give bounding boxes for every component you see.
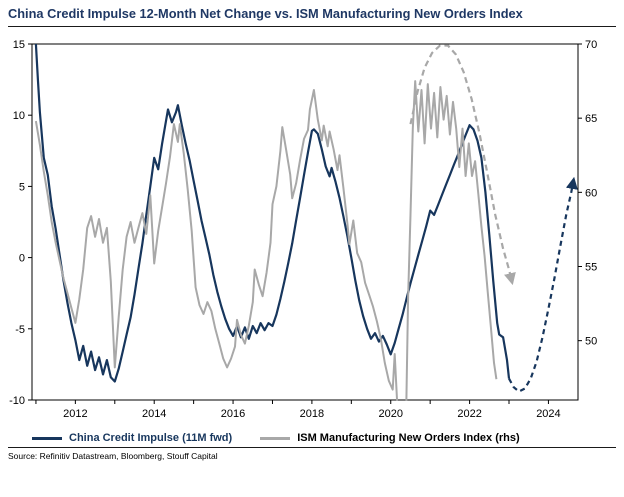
left-axis-tick-label: 15 xyxy=(13,39,25,51)
right-axis-tick-label: 65 xyxy=(585,113,597,125)
plot-frame xyxy=(31,43,579,401)
right-axis-tick-label: 60 xyxy=(585,187,597,199)
china-credit-impulse-projection-dashed xyxy=(508,176,578,393)
legend-item-ism-new-orders: ISM Manufacturing New Orders Index (rhs) xyxy=(260,432,520,444)
ism-projection-arc-dashed xyxy=(409,44,516,286)
x-axis-tick-label: 2018 xyxy=(300,408,324,420)
gray-line-swatch xyxy=(260,436,291,440)
left-axis-tick-label: 0 xyxy=(19,253,25,265)
right-axis-tick-label: 50 xyxy=(585,336,597,348)
x-axis-tick-label: 2020 xyxy=(379,408,403,420)
right-axis-tick-label: 55 xyxy=(585,262,597,274)
left-axis-tick-label: 5 xyxy=(19,181,25,193)
left-axis-tick-label: 10 xyxy=(13,110,25,122)
legend-label-china-credit-impulse: China Credit Impulse (11M fwd) xyxy=(69,432,233,444)
x-axis-tick-label: 2014 xyxy=(142,408,166,420)
source-note: Source: Refinitiv Datastream, Bloomberg,… xyxy=(8,451,218,461)
x-axis-tick-label: 2022 xyxy=(457,408,481,420)
legend-item-china-credit-impulse: China Credit Impulse (11M fwd) xyxy=(32,432,232,444)
left-axis-tick-label: -5 xyxy=(15,324,25,336)
chart-legend: China Credit Impulse (11M fwd) ISM Manuf… xyxy=(32,432,616,444)
legend-label-ism-new-orders: ISM Manufacturing New Orders Index (rhs) xyxy=(297,432,520,444)
chart-title: China Credit Impulse 12-Month Net Change… xyxy=(8,6,523,21)
x-axis-tick-label: 2012 xyxy=(63,408,87,420)
right-axis-tick-label: 70 xyxy=(585,39,597,51)
x-axis-tick-label: 2024 xyxy=(536,408,560,420)
navy-line-swatch xyxy=(32,436,62,440)
left-axis-tick-label: -10 xyxy=(9,395,25,407)
china-credit-impulse-line xyxy=(34,43,511,383)
x-axis-tick-label: 2016 xyxy=(221,408,245,420)
title-divider xyxy=(8,26,616,27)
footer-divider xyxy=(8,447,616,448)
ism-new-orders-line xyxy=(34,80,498,401)
